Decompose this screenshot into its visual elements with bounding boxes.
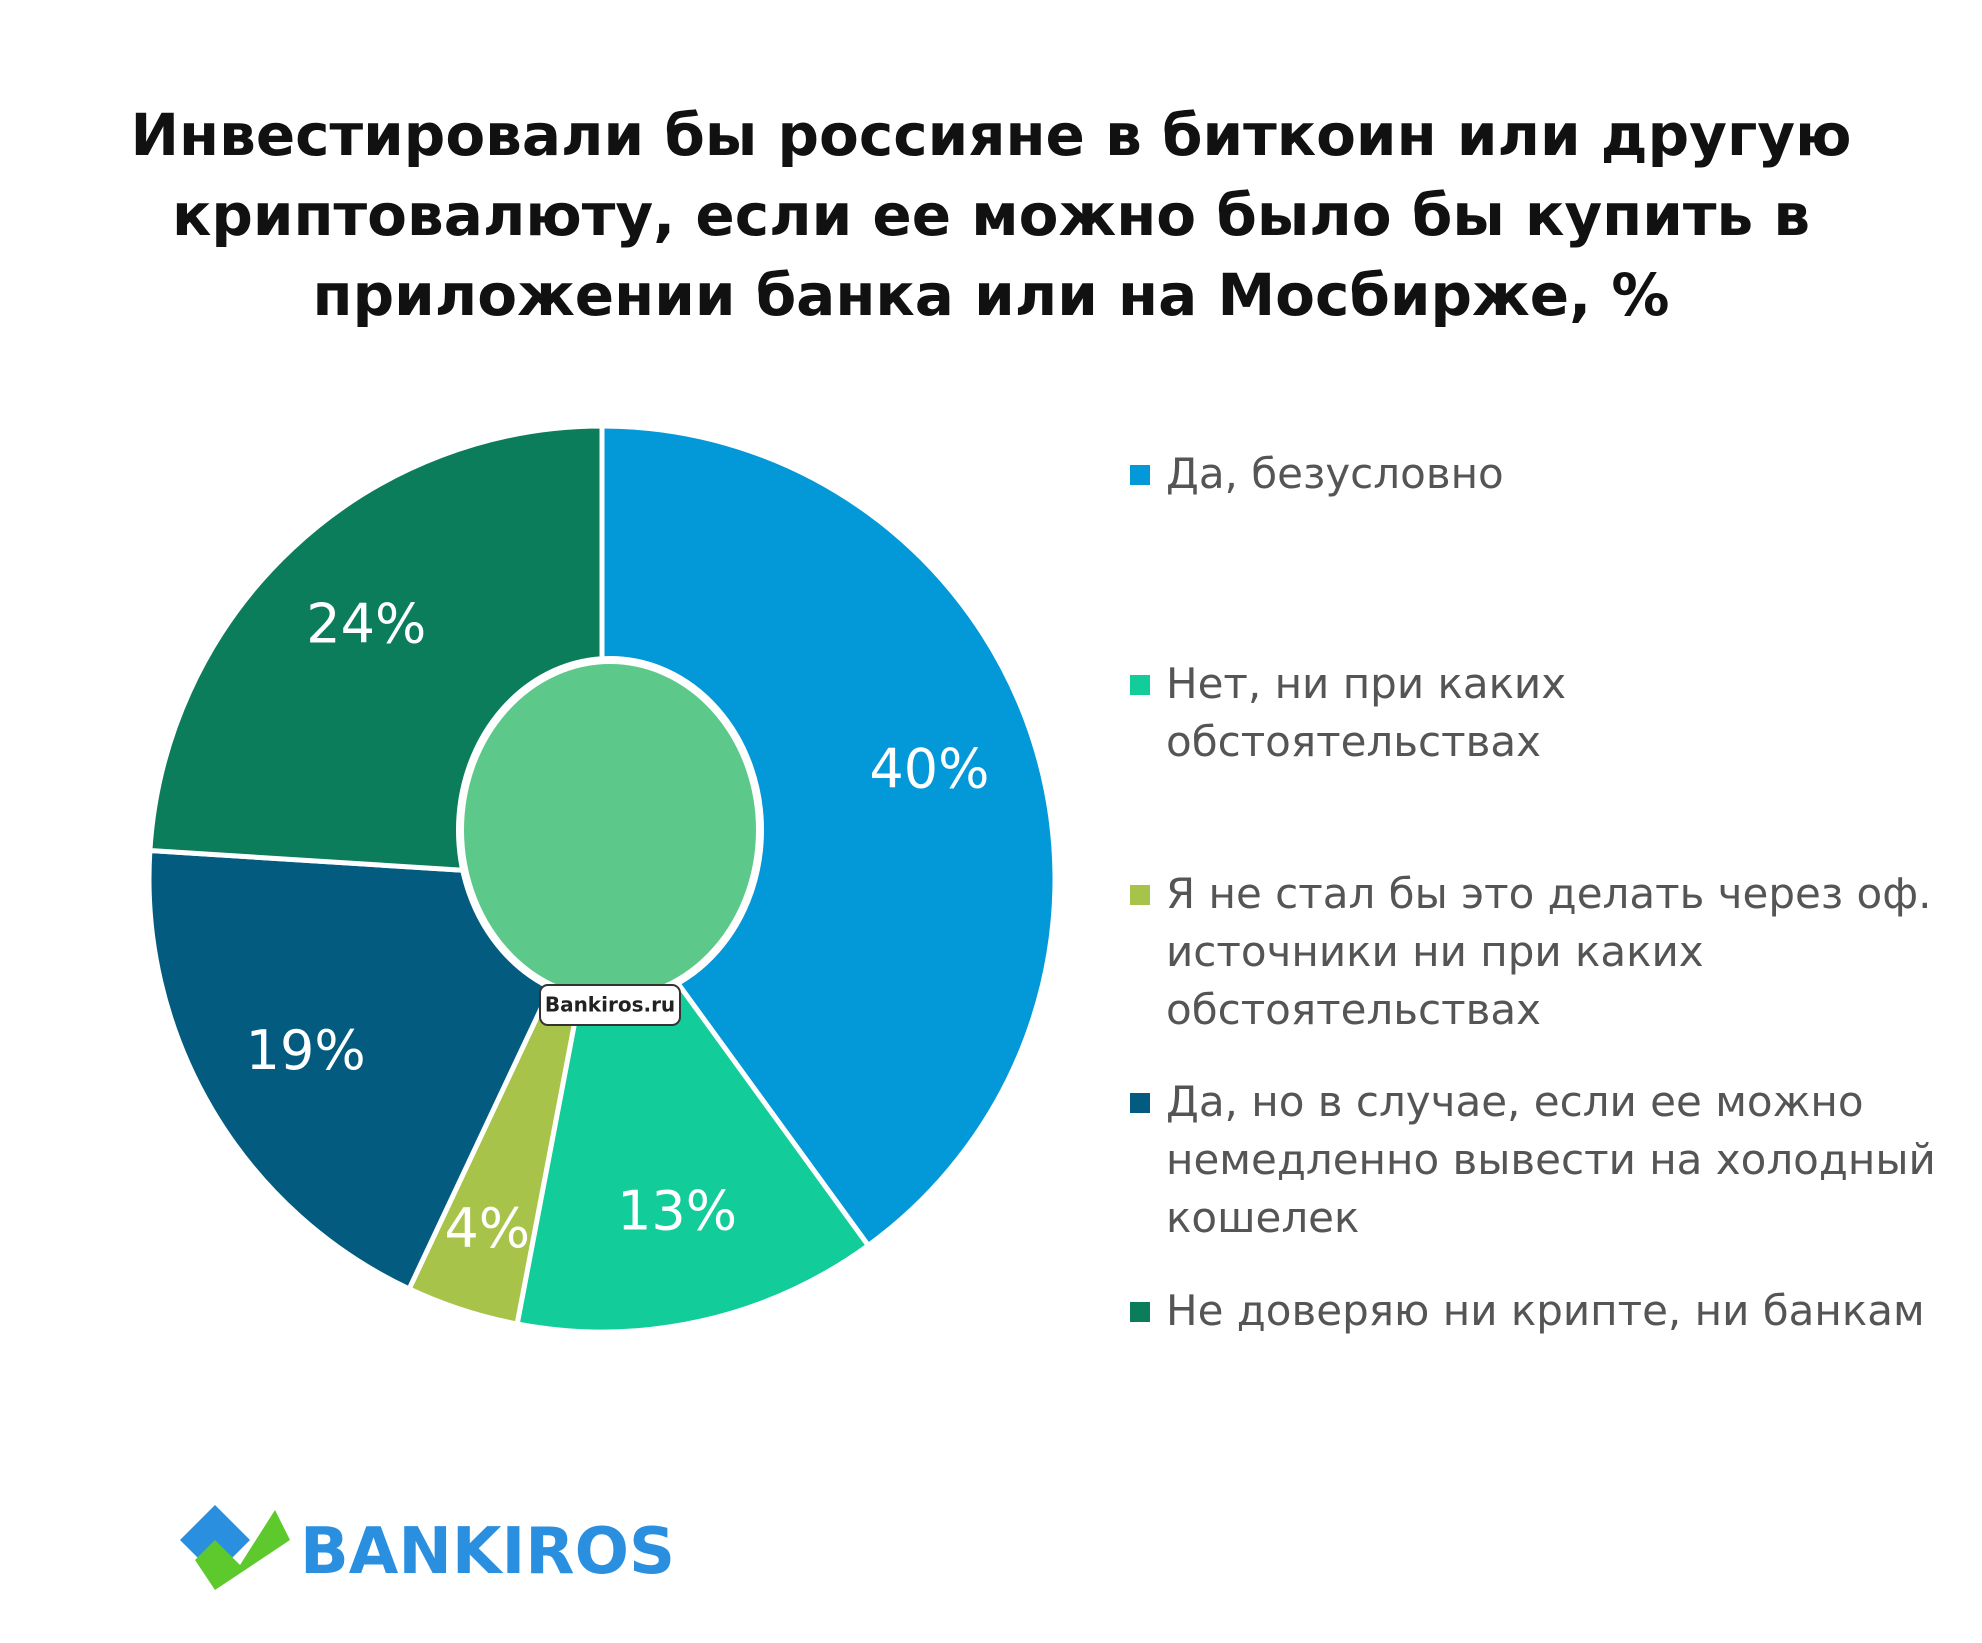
legend-swatch <box>1130 675 1150 695</box>
legend-swatch <box>1130 885 1150 905</box>
slice-label: 19% <box>246 1019 366 1082</box>
legend-swatch <box>1130 1302 1150 1322</box>
legend-entry: Да, но в случае, если ее можно немедленн… <box>1130 1073 1946 1247</box>
slice-label: 4% <box>444 1197 530 1260</box>
pie-slice <box>146 847 606 1293</box>
legend-entry: Не доверяю ни крипте, ни банкам <box>1130 1282 1946 1340</box>
legend-label: Нет, ни при каких обстоятельствах <box>1166 659 1567 766</box>
legend-entry: Да, безусловно <box>1130 445 1946 503</box>
chart-title: Инвестировали бы россияне в биткоин или … <box>130 101 1852 329</box>
legend-label: Я не стал бы это делать через оф. источн… <box>1166 869 1932 1034</box>
mascot-badge <box>539 984 681 1026</box>
mascot-label: Bankiros.ru <box>545 993 675 1017</box>
legend-label: Не доверяю ни крипте, ни банкам <box>1166 1286 1925 1335</box>
legend-label: Да, безусловно <box>1166 449 1504 498</box>
legend-entry: Нет, ни при каких обстоятельствах <box>1130 655 1946 771</box>
legend-swatch <box>1130 1093 1150 1113</box>
slice-label: 40% <box>869 737 989 800</box>
slice-label: 13% <box>617 1180 737 1243</box>
pie-slice <box>599 423 1058 1249</box>
slice-label: 24% <box>306 593 426 656</box>
legend-swatch <box>1130 465 1150 485</box>
mascot <box>456 656 764 1004</box>
legend-entry: Я не стал бы это делать через оф. источн… <box>1130 865 1946 1039</box>
logo-mark <box>180 1505 290 1590</box>
legend-label: Да, но в случае, если ее можно немедленн… <box>1166 1077 1936 1242</box>
logo: BANKIROS <box>300 1515 676 1589</box>
